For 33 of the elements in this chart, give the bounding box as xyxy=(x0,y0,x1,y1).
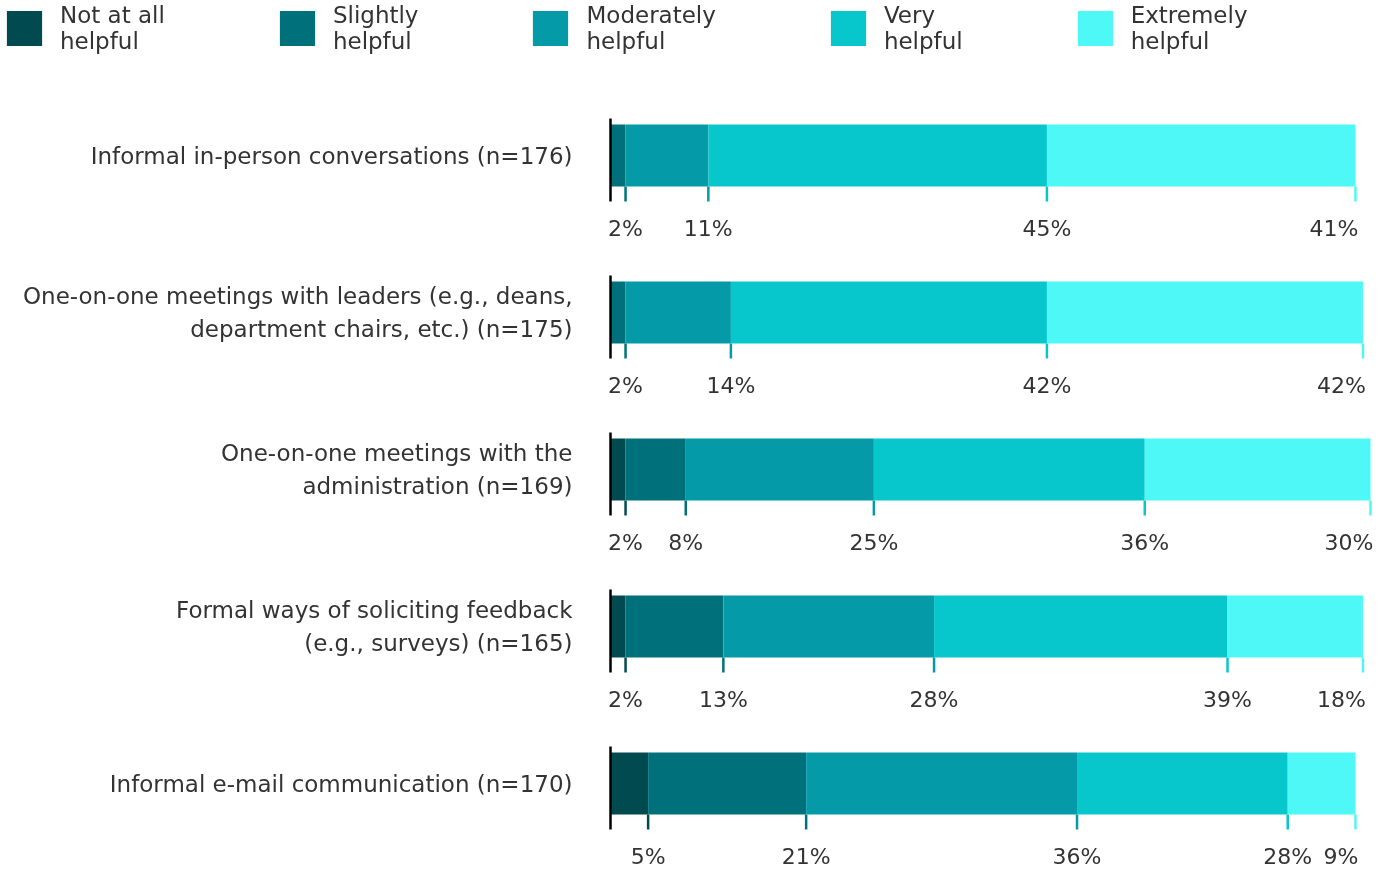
data-label: 14% xyxy=(706,373,756,398)
legend-label: Not at all helpful xyxy=(60,2,165,54)
data-label: 45% xyxy=(1022,216,1072,241)
y-tick-label: Informal in-person conversations (n=176) xyxy=(90,142,573,169)
data-label: 18% xyxy=(1317,687,1366,712)
legend-label: Extremely helpful xyxy=(1130,2,1248,54)
y-tick-label: One-on-one meetings with leaders (e.g., deans, department chairs, etc.) (n=175) xyxy=(22,282,573,343)
data-label: 41% xyxy=(1309,216,1359,241)
legend-label: Moderately helpful xyxy=(586,2,716,54)
data-label: 36% xyxy=(1052,844,1102,869)
data-label: 2% xyxy=(608,216,644,241)
data-label: 2% xyxy=(608,373,644,398)
data-label: 28% xyxy=(909,687,959,712)
y-tick-label: Formal ways of soliciting feedback (e.g., surveys) (n=165) xyxy=(176,596,574,657)
data-label: 2% xyxy=(608,530,644,555)
data-label: 2% xyxy=(608,687,644,712)
data-label: 21% xyxy=(781,844,831,869)
data-label: 42% xyxy=(1022,373,1072,398)
data-label: 30% xyxy=(1324,530,1374,555)
y-tick-label: One-on-one meetings with the administration (n=169) xyxy=(221,439,573,500)
data-label: 11% xyxy=(683,216,733,241)
data-label: 25% xyxy=(849,530,899,555)
data-label: 13% xyxy=(698,687,748,712)
data-label: 9% xyxy=(1323,844,1359,869)
data-label: 42% xyxy=(1317,373,1366,398)
data-label: 8% xyxy=(668,530,704,555)
data-label: 39% xyxy=(1203,687,1252,712)
y-tick-label: Informal e-mail communication (n=170) xyxy=(109,770,573,797)
legend-label: Slightly helpful xyxy=(332,2,419,54)
legend-label: Very helpful xyxy=(883,2,963,54)
data-label: 28% xyxy=(1263,844,1313,869)
data-label: 5% xyxy=(630,844,666,869)
data-label: 36% xyxy=(1120,530,1170,555)
